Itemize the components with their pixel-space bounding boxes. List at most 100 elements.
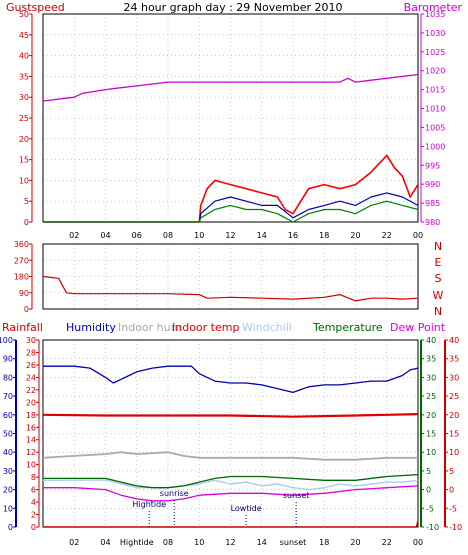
tick-label: 2 — [31, 511, 36, 520]
tick-label: 25 — [426, 392, 436, 401]
wind-barometer-plot-area — [42, 13, 419, 223]
hour-top-label: 10 — [194, 231, 204, 240]
tick-label: 50 — [19, 10, 29, 19]
series-layer — [42, 73, 419, 528]
tick-label: 28 — [26, 348, 36, 357]
tick-label: 26 — [26, 361, 36, 370]
hour-bottom-label: 08 — [163, 538, 173, 547]
tick-label: 1015 — [425, 86, 445, 95]
direction-letter: W — [433, 289, 444, 302]
hour-bottom-label: 04 — [100, 538, 110, 547]
tick-label: 70 — [3, 392, 13, 401]
tick-label: 15 — [426, 430, 436, 439]
barometer-axis-title: Barometer — [404, 1, 463, 14]
tick-label: 8 — [31, 473, 36, 482]
tick-label: 5 — [24, 197, 29, 206]
tick-label: 20 — [426, 411, 436, 420]
gustspeed-series — [43, 154, 419, 223]
tick-label: 16 — [26, 423, 36, 432]
tick-label: 35 — [449, 355, 459, 364]
legend-indoor-temp: Indoor temp — [172, 321, 239, 334]
tick-label: 20 — [449, 411, 459, 420]
temperature-series — [43, 473, 419, 489]
tick-label: 10 — [426, 448, 436, 457]
tick-label: 5 — [449, 467, 454, 476]
tick-label: 1010 — [425, 105, 445, 114]
tick-label: 12 — [26, 448, 36, 457]
hour-top-label: 14 — [257, 231, 267, 240]
tick-label: 18 — [26, 411, 36, 420]
hour-bottom-label: sunset — [280, 538, 307, 547]
tick-label: 6 — [31, 486, 36, 495]
legend-rainfall: Rainfall — [2, 321, 43, 334]
event-label: sunset — [283, 491, 310, 500]
tick-label: 4 — [31, 498, 36, 507]
wind-average-series — [43, 192, 419, 223]
legend-temperature: Temperature — [312, 321, 383, 334]
tick-label: 0 — [24, 305, 29, 314]
tick-label: 50 — [3, 430, 13, 439]
hour-bottom-label: 00 — [413, 538, 423, 547]
direction-letter: N — [434, 305, 442, 318]
tick-label: 995 — [425, 161, 440, 170]
wind-speed-series — [43, 200, 419, 223]
tick-label: 30 — [26, 336, 36, 345]
tick-label: 40 — [449, 336, 459, 345]
tick-label: 0 — [31, 523, 36, 532]
hour-bottom-label: 12 — [225, 538, 235, 547]
direction-letter: S — [435, 272, 442, 285]
hour-top-label: 00 — [413, 231, 423, 240]
tick-label: 360 — [14, 240, 29, 249]
tick-label: 35 — [426, 355, 436, 364]
legend-humidity: Humidity — [66, 321, 116, 334]
hour-top-label: 08 — [163, 231, 173, 240]
tick-label: 15 — [19, 156, 29, 165]
hour-top-label: 12 — [225, 231, 235, 240]
tick-label: 30 — [426, 373, 436, 382]
tick-label: 20 — [3, 486, 13, 495]
gustspeed-axis-title: Gustspeed — [6, 1, 65, 14]
tick-label: 180 — [14, 273, 29, 282]
tick-label: 10 — [3, 504, 13, 513]
tick-label: 20 — [26, 398, 36, 407]
tick-label: 990 — [425, 180, 440, 189]
hour-bottom-label: 20 — [350, 538, 360, 547]
event-label: Lowtide — [231, 504, 262, 513]
hour-top-label: 06 — [132, 231, 142, 240]
hour-top-label: 16 — [288, 231, 298, 240]
page-title: 24 hour graph day : 29 November 2010 — [123, 1, 342, 14]
hour-bottom-label: 02 — [69, 538, 79, 547]
hour-top-label: 22 — [382, 231, 392, 240]
ticks-layer: 0510152025303540455098098599099510001005… — [0, 10, 462, 547]
tick-label: 0 — [8, 523, 13, 532]
tick-label: 1005 — [425, 123, 445, 132]
tick-label: 90 — [3, 355, 13, 364]
tick-label: 24 — [26, 373, 36, 382]
tick-label: 1035 — [425, 10, 445, 19]
tick-label: 1030 — [425, 29, 445, 38]
hour-bottom-label: 22 — [382, 538, 392, 547]
tick-label: 22 — [26, 386, 36, 395]
tick-label: 20 — [19, 135, 29, 144]
tick-label: 0 — [449, 486, 454, 495]
tick-label: 45 — [19, 31, 29, 40]
hour-top-label: 18 — [319, 231, 329, 240]
grid-layer — [43, 14, 418, 527]
tick-label: 30 — [3, 467, 13, 476]
tick-label: 0 — [24, 218, 29, 227]
tick-label: 35 — [19, 72, 29, 81]
indoor-humidity-series — [42, 451, 418, 461]
tick-label: 5 — [426, 467, 431, 476]
direction-letter: N — [434, 240, 442, 253]
hour-bottom-label: 18 — [319, 538, 329, 547]
legend-dew-point: Dew Point — [390, 321, 446, 334]
hour-top-label: 20 — [350, 231, 360, 240]
tick-label: 1025 — [425, 48, 445, 57]
tick-label: 25 — [449, 392, 459, 401]
hour-top-label: 04 — [100, 231, 110, 240]
rainfall-series — [43, 520, 419, 528]
tick-label: 40 — [19, 52, 29, 61]
tick-label: 40 — [426, 336, 436, 345]
tick-label: 0 — [426, 486, 431, 495]
